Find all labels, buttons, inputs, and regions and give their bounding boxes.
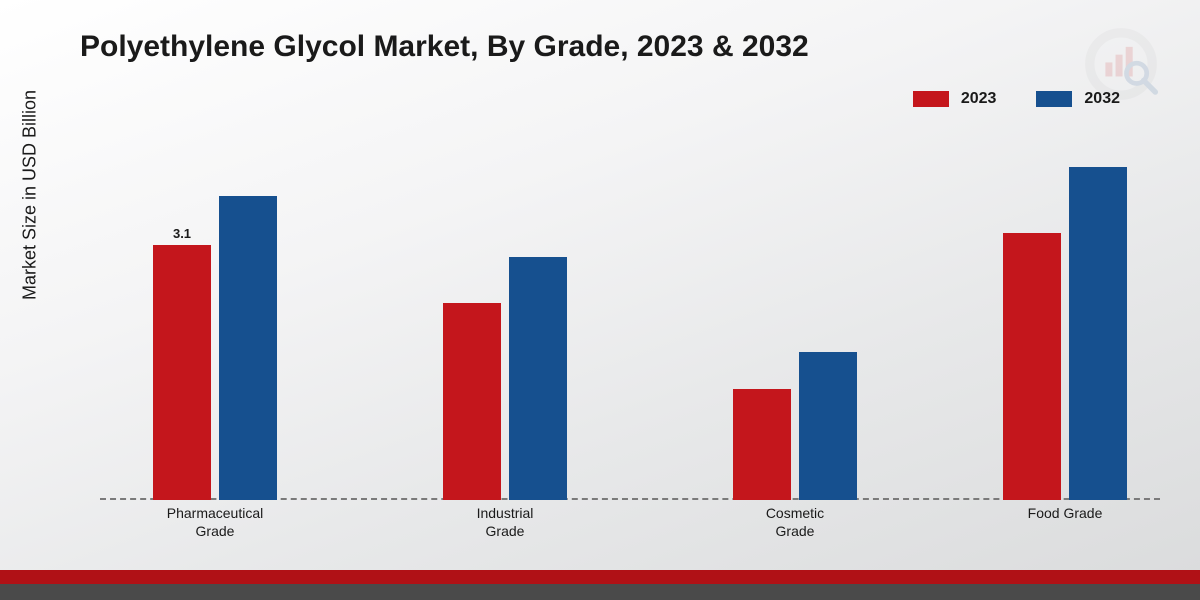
- category-label: PharmaceuticalGrade: [140, 505, 290, 540]
- legend-swatch-2023: [913, 91, 949, 107]
- bar-value-label: 3.1: [173, 226, 191, 241]
- legend-label-2023: 2023: [961, 90, 997, 108]
- footer-red-band: [0, 570, 1200, 584]
- bar-group: [720, 130, 870, 500]
- legend-label-2032: 2032: [1084, 90, 1120, 108]
- category-label: CosmeticGrade: [720, 505, 870, 540]
- bar-group: [430, 130, 580, 500]
- bar-group: 3.1: [140, 130, 290, 500]
- legend-item-2023: 2023: [913, 90, 997, 108]
- footer-grey-band: [0, 584, 1200, 600]
- legend: 2023 2032: [913, 90, 1120, 108]
- category-label: IndustrialGrade: [430, 505, 580, 540]
- bar: [443, 303, 501, 500]
- bar: [1069, 167, 1127, 500]
- category-labels: PharmaceuticalGrade IndustrialGrade Cosmet…: [100, 505, 1160, 545]
- bar: [733, 389, 791, 500]
- category-label: Food Grade: [990, 505, 1140, 523]
- bar: [153, 245, 211, 500]
- bar: [219, 196, 277, 500]
- chart-title: Polyethylene Glycol Market, By Grade, 20…: [80, 30, 809, 64]
- bar: [509, 257, 567, 500]
- bar: [1003, 233, 1061, 500]
- plot-area: 3.1: [100, 130, 1160, 500]
- y-axis-label: Market Size in USD Billion: [20, 90, 41, 300]
- legend-swatch-2032: [1036, 91, 1072, 107]
- bar-group: [990, 130, 1140, 500]
- bar: [799, 352, 857, 500]
- legend-item-2032: 2032: [1036, 90, 1120, 108]
- chart-page: Polyethylene Glycol Market, By Grade, 20…: [0, 0, 1200, 600]
